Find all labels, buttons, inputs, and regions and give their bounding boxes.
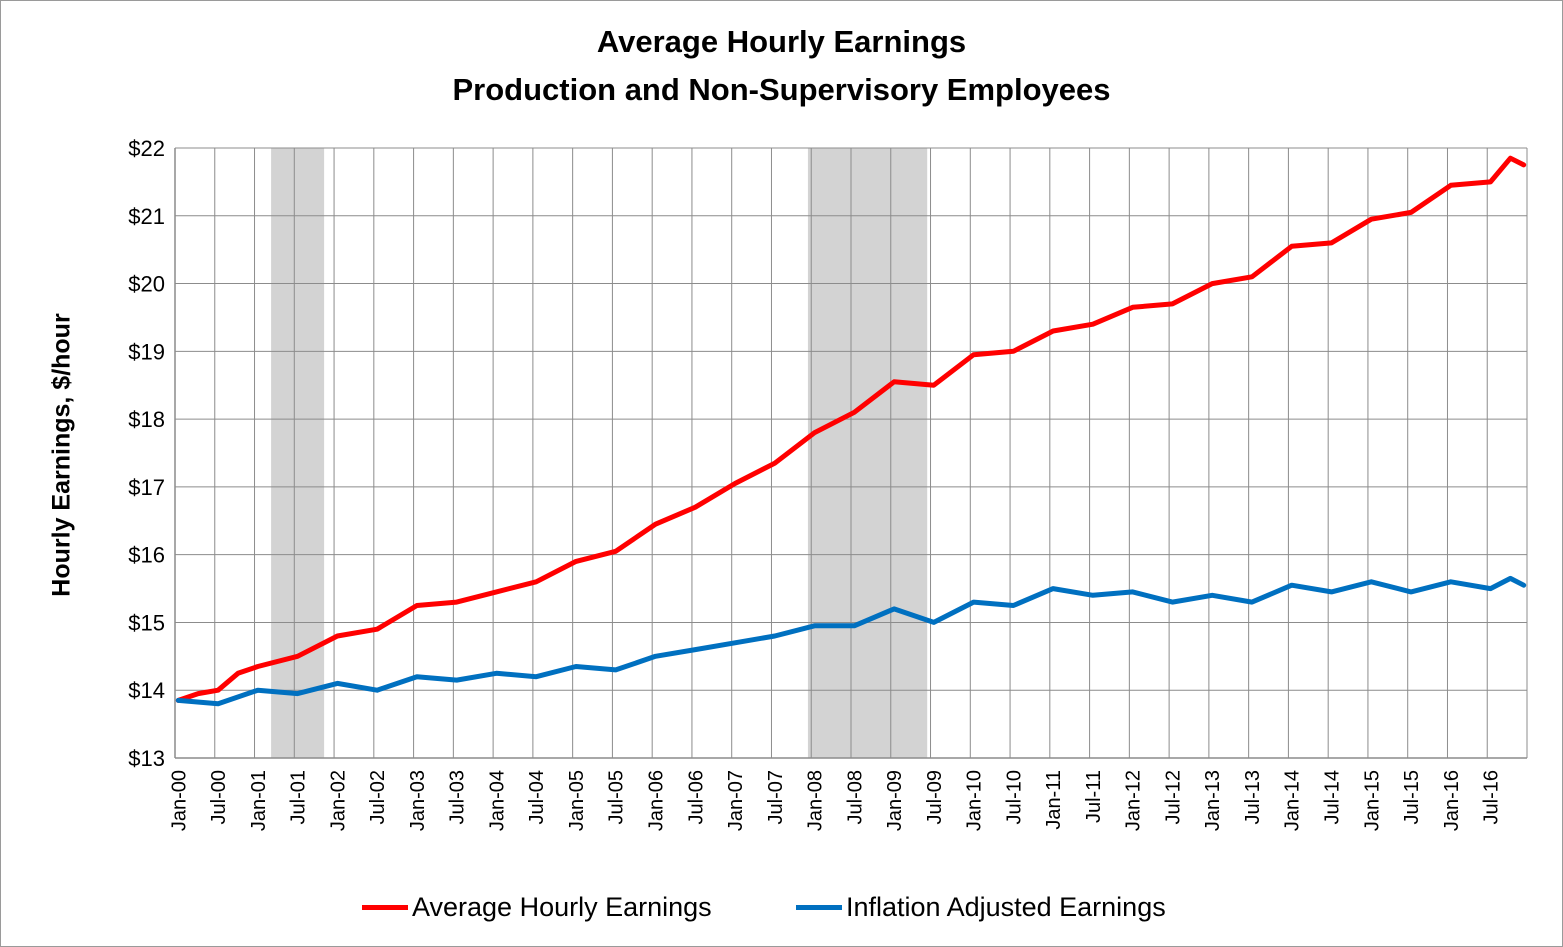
x-tick-label: Jul-07: [765, 770, 787, 824]
x-tick-label: Jan-12: [1123, 770, 1145, 831]
x-tick-label: Jul-13: [1242, 770, 1264, 824]
x-tick-label: Jan-15: [1361, 770, 1383, 831]
y-tick-label: $15: [128, 610, 165, 635]
x-tick-label: Jul-08: [844, 770, 866, 824]
x-tick-label: Jan-11: [1043, 770, 1065, 830]
legend-label-inflation-adjusted: Inflation Adjusted Earnings: [846, 891, 1166, 922]
x-tick-label: Jul-09: [924, 770, 946, 824]
y-tick-label: $20: [128, 272, 165, 297]
x-tick-label: Jan-16: [1441, 770, 1463, 831]
legend-swatch-inflation-adjusted: [796, 904, 842, 910]
x-tick-label: Jul-03: [447, 770, 469, 824]
y-tick-label: $13: [128, 746, 165, 771]
x-tick-label: Jul-01: [288, 770, 310, 824]
chart-subtitle: Production and Non-Supervisory Employees: [452, 72, 1111, 107]
x-tick-label: Jul-15: [1401, 770, 1423, 824]
x-tick-label: Jul-10: [1003, 770, 1025, 824]
x-tick-label: Jul-16: [1481, 770, 1503, 824]
y-tick-label: $14: [128, 678, 165, 703]
x-tick-label: Jul-06: [685, 770, 707, 824]
x-tick-label: Jan-05: [566, 770, 588, 831]
x-tick-label: Jan-14: [1282, 770, 1304, 831]
x-tick-label: Jul-12: [1162, 770, 1184, 824]
y-tick-label: $17: [128, 475, 165, 500]
y-tick-label: $16: [128, 543, 165, 568]
y-tick-label: $21: [128, 204, 165, 229]
chart-title: Average Hourly Earnings: [596, 24, 967, 59]
x-tick-label: Jan-00: [168, 770, 190, 831]
recession-band: [271, 148, 325, 758]
y-tick-label: $22: [128, 136, 165, 161]
x-tick-label: Jul-05: [606, 770, 628, 824]
x-tick-label: Jan-07: [725, 770, 747, 831]
legend-item-average-earnings: Average Hourly Earnings: [362, 890, 712, 924]
legend-label-average-earnings: Average Hourly Earnings: [412, 891, 712, 922]
x-tick-label: Jan-06: [645, 770, 667, 831]
y-tick-label: $19: [128, 339, 165, 364]
legend-swatch-average-earnings: [362, 904, 408, 910]
x-tick-label: Jul-14: [1321, 770, 1343, 824]
x-tick-label: Jan-10: [964, 770, 986, 831]
series-line-average-earnings: [175, 155, 1527, 703]
x-tick-label: Jul-00: [208, 770, 230, 824]
x-tick-label: Jan-01: [248, 770, 270, 831]
y-tick-label: $18: [128, 407, 165, 432]
x-tick-label: Jul-02: [367, 770, 389, 824]
x-tick-label: Jul-04: [526, 770, 548, 824]
x-tick-label: Jan-03: [407, 770, 429, 831]
x-tick-label: Jan-09: [884, 770, 906, 831]
x-tick-label: Jan-02: [327, 770, 349, 831]
legend-item-inflation-adjusted: Inflation Adjusted Earnings: [796, 890, 1166, 924]
x-tick-label: Jan-13: [1202, 770, 1224, 831]
x-tick-label: Jul-11: [1083, 770, 1105, 823]
series-line-inflation-adjusted: [175, 575, 1527, 707]
x-tick-label: Jan-04: [486, 770, 508, 831]
recession-band: [807, 148, 928, 758]
x-tick-label: Jan-08: [805, 770, 827, 831]
